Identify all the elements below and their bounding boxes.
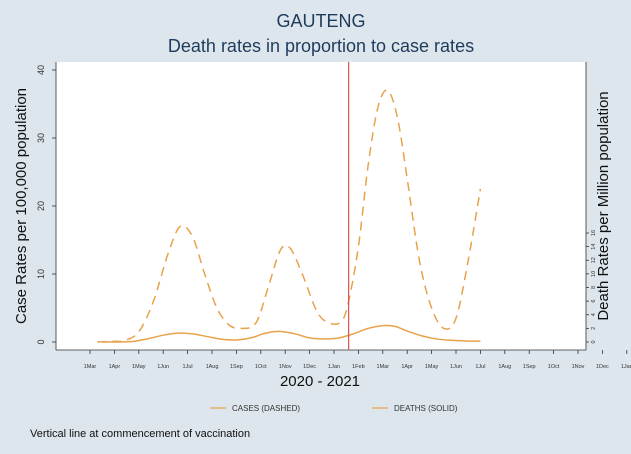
- right-tick-label: 6: [591, 300, 597, 303]
- x-tick-label: 1Sep: [523, 364, 536, 370]
- y-axis-left-label: Case Rates per 100,000 population: [13, 88, 30, 324]
- chart-subtitle: Death rates in proportion to case rates: [168, 36, 474, 56]
- x-tick-label: 1Jun: [157, 364, 169, 370]
- y-axis-right-label: Death Rates per Million population: [595, 91, 612, 320]
- x-tick-label: 1Apr: [401, 364, 413, 370]
- x-axis-label: 2020 - 2021: [280, 373, 360, 390]
- x-tick-label: 1Aug: [206, 364, 219, 370]
- x-tick-label: 1Mar: [377, 364, 390, 370]
- x-tick-label: 1Nov: [279, 364, 292, 370]
- plot-area: [56, 62, 586, 350]
- x-tick-label: 1Jan: [621, 364, 631, 370]
- x-tick-label: 1Jul: [183, 364, 193, 370]
- right-tick-label: 4: [591, 313, 597, 316]
- x-tick-label: 1Jun: [450, 364, 462, 370]
- left-tick-label: 0: [36, 339, 46, 344]
- x-tick-label: 1Sep: [230, 364, 243, 370]
- x-tick-label: 1Apr: [109, 364, 121, 370]
- right-tick-label: 8: [591, 286, 597, 289]
- right-axis-ticks: 0 2 4 6 8 10 12 14 16: [586, 230, 597, 344]
- series-line-cases: [97, 89, 482, 343]
- left-tick-label: 30: [36, 133, 46, 143]
- chart-title: GAUTENG: [276, 11, 365, 31]
- x-tick-label: 1Dec: [303, 364, 316, 370]
- x-tick-label: 1Nov: [572, 364, 585, 370]
- x-tick-label: 1Jan: [328, 364, 340, 370]
- x-tick-label: 1Mar: [84, 364, 97, 370]
- legend-label-cases: CASES (DASHED): [232, 404, 300, 413]
- x-axis-ticks: 1Mar 1Apr 1May 1Jun 1Jul 1Aug 1Sep 1Oct 1Nov 1Dec…: [84, 350, 631, 370]
- legend-label-deaths: DEATHS (SOLID): [394, 404, 458, 413]
- x-tick-label: 1Dec: [596, 364, 609, 370]
- x-tick-label: 1Oct: [255, 364, 267, 370]
- right-tick-label: 2: [591, 327, 597, 330]
- x-tick-label: 1Jul: [475, 364, 485, 370]
- right-tick-label: 16: [591, 230, 597, 236]
- series-layer: [97, 89, 482, 343]
- legend: CASES (DASHED) DEATHS (SOLID): [210, 404, 458, 413]
- x-tick-label: 1Feb: [352, 364, 365, 370]
- left-tick-label: 10: [36, 269, 46, 279]
- series-line-deaths: [102, 324, 481, 343]
- x-tick-label: 1May: [132, 364, 146, 370]
- right-tick-label: 12: [591, 257, 597, 263]
- left-axis-ticks: 0 10 20 30 40: [36, 65, 56, 345]
- x-tick-label: 1May: [425, 364, 439, 370]
- right-tick-label: 10: [591, 271, 597, 277]
- left-tick-label: 40: [36, 65, 46, 75]
- right-tick-label: 0: [591, 340, 597, 343]
- note: Vertical line at commencement of vaccina…: [30, 428, 250, 440]
- right-tick-label: 14: [591, 244, 597, 250]
- x-tick-label: 1Oct: [548, 364, 560, 370]
- x-tick-label: 1Aug: [498, 364, 511, 370]
- left-tick-label: 20: [36, 201, 46, 211]
